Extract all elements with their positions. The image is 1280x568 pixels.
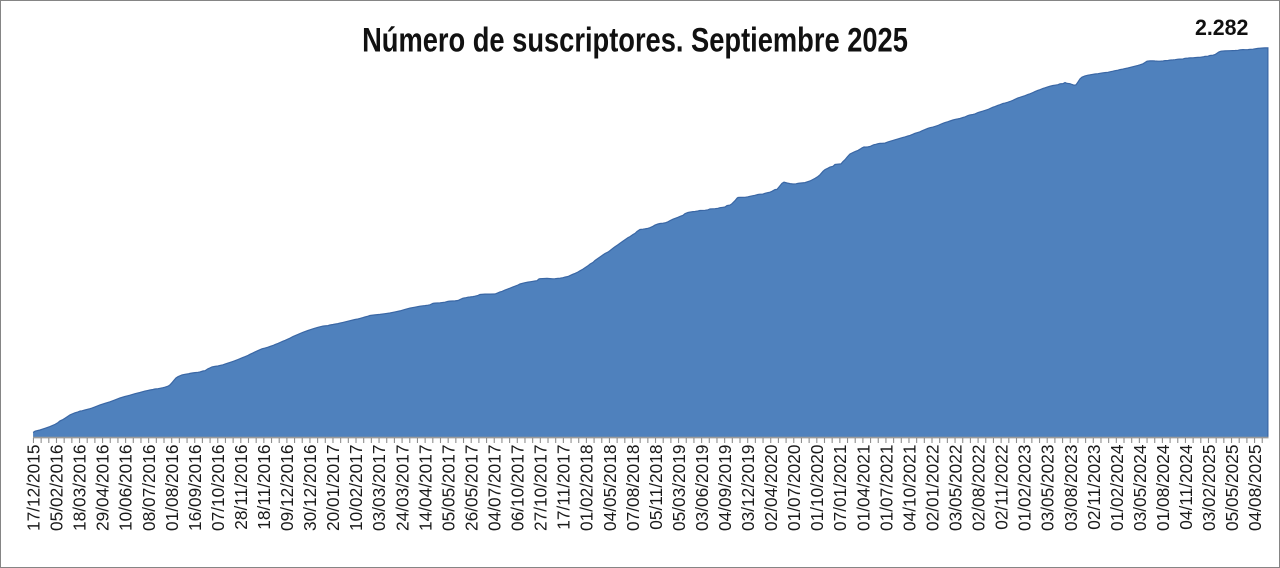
svg-text:03/06/2019: 03/06/2019 (692, 445, 712, 532)
svg-text:02/04/2020: 02/04/2020 (761, 445, 781, 532)
svg-text:29/04/2016: 29/04/2016 (93, 445, 113, 532)
svg-text:04/08/2025: 04/08/2025 (1245, 445, 1265, 532)
svg-text:07/08/2018: 07/08/2018 (623, 445, 643, 532)
svg-text:01/07/2021: 01/07/2021 (876, 445, 896, 532)
svg-text:06/10/2017: 06/10/2017 (508, 445, 528, 532)
svg-text:02/11/2022: 02/11/2022 (992, 445, 1012, 530)
svg-text:01/07/2020: 01/07/2020 (784, 445, 804, 532)
svg-text:03/03/2017: 03/03/2017 (369, 445, 389, 532)
svg-text:04/11/2024: 04/11/2024 (1176, 444, 1196, 530)
svg-text:01/02/2018: 01/02/2018 (577, 445, 597, 532)
svg-text:04/10/2021: 04/10/2021 (899, 445, 919, 532)
svg-text:03/02/2025: 03/02/2025 (1199, 445, 1219, 532)
svg-text:30/12/2016: 30/12/2016 (300, 445, 320, 532)
svg-text:01/04/2021: 01/04/2021 (853, 445, 873, 532)
svg-text:10/06/2016: 10/06/2016 (116, 445, 136, 532)
svg-text:2.282: 2.282 (1195, 15, 1248, 41)
svg-text:24/03/2017: 24/03/2017 (392, 445, 412, 532)
svg-text:05/03/2019: 05/03/2019 (669, 445, 689, 532)
svg-text:02/08/2022: 02/08/2022 (969, 445, 989, 532)
svg-text:05/11/2018: 05/11/2018 (646, 445, 666, 530)
svg-text:03/05/2024: 03/05/2024 (1130, 444, 1150, 531)
svg-text:16/09/2016: 16/09/2016 (185, 445, 205, 532)
svg-text:04/07/2017: 04/07/2017 (485, 445, 505, 532)
svg-text:14/04/2017: 14/04/2017 (415, 445, 435, 532)
svg-text:18/03/2016: 18/03/2016 (70, 445, 90, 532)
svg-text:07/01/2021: 07/01/2021 (830, 445, 850, 532)
svg-text:04/09/2019: 04/09/2019 (715, 445, 735, 532)
svg-text:Número de suscriptores. Septie: Número de suscriptores. Septiembre 2025 (362, 20, 908, 59)
svg-text:28/11/2016: 28/11/2016 (231, 445, 251, 530)
svg-text:08/07/2016: 08/07/2016 (139, 445, 159, 532)
svg-text:07/10/2016: 07/10/2016 (208, 445, 228, 532)
svg-text:01/02/2023: 01/02/2023 (1015, 445, 1035, 532)
svg-text:20/01/2017: 20/01/2017 (323, 445, 343, 532)
svg-text:02/01/2022: 02/01/2022 (923, 445, 943, 532)
svg-text:02/11/2023: 02/11/2023 (1084, 445, 1104, 530)
svg-text:01/02/2024: 01/02/2024 (1107, 444, 1127, 531)
svg-text:18/11/2016: 18/11/2016 (254, 445, 274, 530)
svg-text:05/05/2025: 05/05/2025 (1222, 445, 1242, 532)
svg-text:05/02/2016: 05/02/2016 (47, 445, 67, 532)
svg-text:05/05/2017: 05/05/2017 (438, 445, 458, 532)
svg-text:03/12/2019: 03/12/2019 (738, 445, 758, 532)
svg-text:03/08/2023: 03/08/2023 (1061, 445, 1081, 532)
svg-text:27/10/2017: 27/10/2017 (531, 445, 551, 532)
svg-text:10/02/2017: 10/02/2017 (346, 445, 366, 532)
svg-text:03/05/2023: 03/05/2023 (1038, 445, 1058, 532)
svg-text:03/05/2022: 03/05/2022 (946, 445, 966, 532)
svg-text:17/11/2017: 17/11/2017 (554, 445, 574, 530)
svg-text:01/10/2020: 01/10/2020 (807, 445, 827, 532)
svg-text:26/05/2017: 26/05/2017 (461, 445, 481, 532)
svg-text:09/12/2016: 09/12/2016 (277, 445, 297, 532)
svg-text:17/12/2015: 17/12/2015 (24, 445, 44, 532)
svg-text:01/08/2016: 01/08/2016 (162, 445, 182, 532)
svg-text:04/05/2018: 04/05/2018 (600, 445, 620, 532)
svg-text:01/08/2024: 01/08/2024 (1153, 444, 1173, 531)
